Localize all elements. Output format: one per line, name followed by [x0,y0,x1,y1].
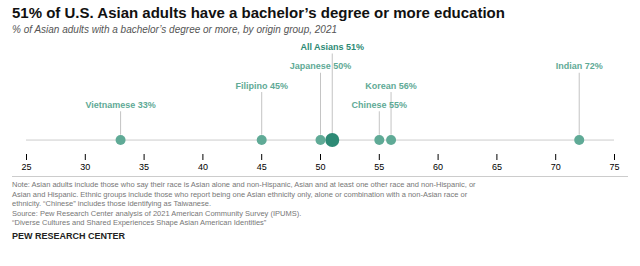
svg-text:55: 55 [374,162,384,172]
html-text:PEW RESEARCH CENTER: PEW RESEARCH CENTER [12,230,125,241]
svg-text:All Asians 51%: All Asians 51% [300,42,364,52]
svg-text:75: 75 [609,162,619,172]
svg-text:Filipino 45%: Filipino 45% [235,81,288,91]
svg-text:60: 60 [433,162,443,172]
svg-text:Korean 56%: Korean 56% [365,81,417,91]
svg-text:25: 25 [21,162,31,172]
svg-text:Japanese 50%: Japanese 50% [290,61,352,71]
html-text:Note: Asian adults include tho: Note: Asian adults include those who say… [12,180,476,227]
svg-text:35: 35 [139,162,149,172]
svg-text:40: 40 [198,162,208,172]
html-text:% of Asian adults with a bache: % of Asian adults with a bachelor’s degr… [12,24,337,35]
svg-text:70: 70 [551,162,561,172]
svg-text:Vietnamese 33%: Vietnamese 33% [85,100,155,110]
svg-text:65: 65 [492,162,502,172]
svg-text:30: 30 [80,162,90,172]
svg-text:45: 45 [257,162,267,172]
svg-text:50: 50 [315,162,325,172]
html-text:51% of U.S. Asian adults have: 51% of U.S. Asian adults have a bachelor… [12,4,505,21]
svg-text:Chinese 55%: Chinese 55% [352,100,408,110]
svg-text:Indian 72%: Indian 72% [556,61,603,71]
